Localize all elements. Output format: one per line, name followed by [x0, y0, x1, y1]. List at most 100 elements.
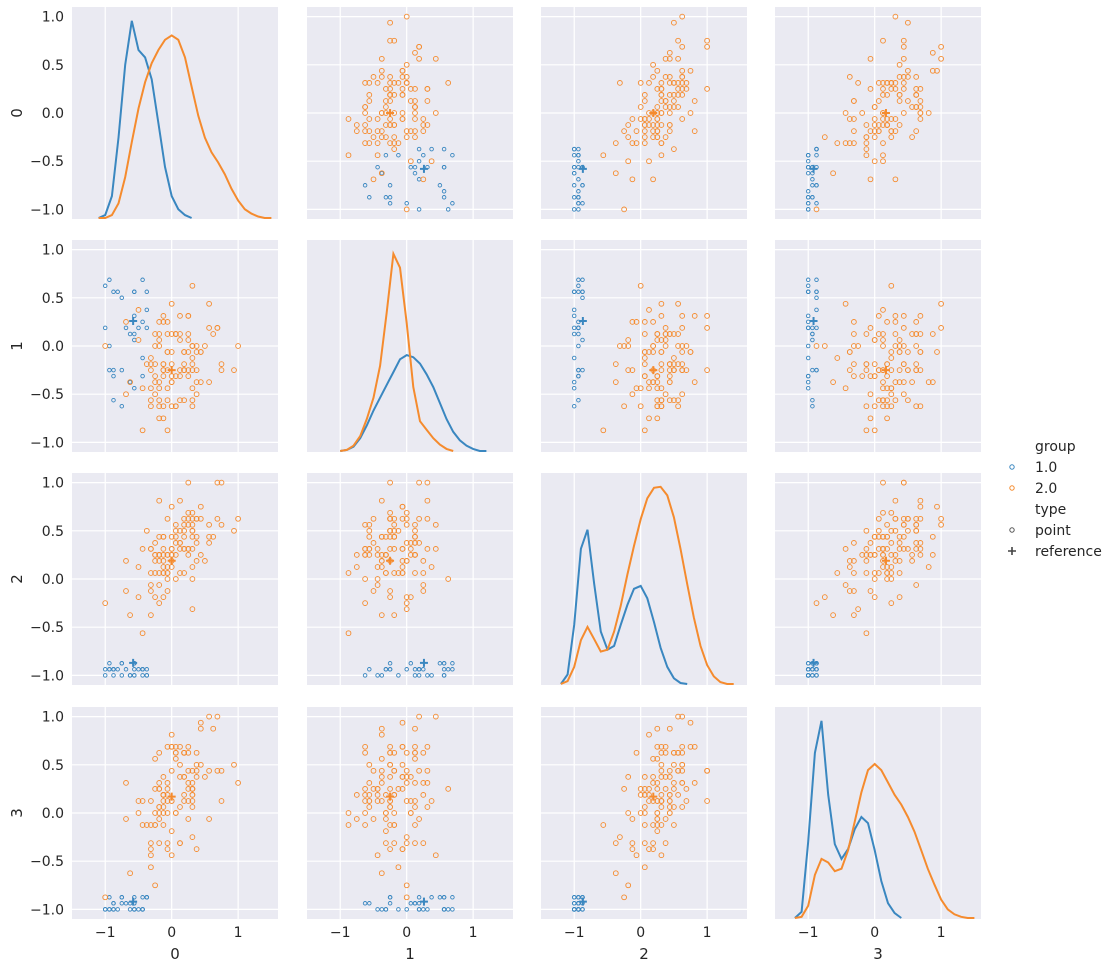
scatter-point — [391, 146, 398, 152]
scatter-point — [650, 846, 656, 852]
scatter-point — [846, 140, 853, 146]
scatter-point — [576, 901, 581, 906]
scatter-point — [366, 92, 373, 98]
scatter-point — [892, 176, 899, 183]
scatter-point — [830, 379, 836, 385]
scatter-point — [913, 361, 920, 367]
scatter-point — [391, 533, 398, 540]
reference-marker — [578, 316, 587, 325]
scatter-point — [139, 798, 146, 804]
scatter-point — [391, 822, 398, 828]
scatter-point — [892, 116, 899, 122]
scatter-point — [152, 755, 158, 762]
scatter-point — [855, 606, 861, 612]
scatter-point — [148, 367, 154, 373]
scatter-point — [370, 767, 377, 774]
scatter-point — [666, 331, 673, 337]
scatter-point — [143, 361, 150, 367]
panel-0-2 — [541, 7, 747, 219]
scatter-point — [658, 749, 665, 756]
scatter-point — [671, 786, 677, 792]
scatter-point — [403, 509, 410, 516]
scatter-point — [111, 367, 116, 373]
scatter-point — [888, 80, 895, 86]
scatter-point — [880, 337, 886, 343]
kde-curve-2-0 — [98, 34, 272, 219]
scatter-point — [662, 391, 669, 398]
scatter-point — [871, 594, 878, 600]
scatter-point — [102, 600, 109, 606]
scatter-point — [913, 546, 920, 552]
scatter-point — [210, 725, 217, 732]
scatter-point — [412, 780, 418, 786]
scatter-point — [641, 349, 648, 355]
scatter-point — [888, 282, 895, 289]
scatter-point — [571, 207, 577, 212]
scatter-point — [139, 546, 146, 552]
scatter-point — [813, 206, 820, 213]
scatter-point — [625, 810, 632, 816]
scatter-point — [420, 176, 427, 183]
scatter-point — [650, 122, 656, 128]
scatter-point — [621, 128, 627, 134]
scatter-point — [403, 74, 410, 80]
reference-marker — [386, 109, 395, 117]
scatter-point — [662, 749, 669, 756]
y-tick-label: 1.0 — [42, 10, 64, 26]
scatter-point — [399, 503, 406, 510]
panel-1-1 — [307, 240, 513, 452]
scatter-point — [387, 80, 393, 86]
scatter-point — [391, 570, 398, 576]
scatter-point — [654, 810, 661, 816]
scatter-point — [805, 373, 811, 379]
scatter-point — [571, 183, 577, 188]
panel-3-3 — [775, 707, 981, 919]
scatter-point — [571, 385, 577, 391]
scatter-point — [662, 134, 669, 140]
legend-entry-label: 2.0 — [1035, 481, 1057, 497]
scatter-point — [403, 521, 410, 528]
scatter-point — [888, 403, 895, 410]
scatter-point — [111, 901, 116, 906]
y-tick-label: 0.0 — [42, 572, 64, 588]
scatter-point — [884, 385, 890, 392]
scatter-point — [683, 80, 690, 86]
scatter-point — [671, 397, 677, 404]
scatter-point — [362, 792, 368, 798]
scatter-point — [353, 128, 360, 134]
scatter-point — [646, 731, 652, 738]
scatter-point — [140, 355, 145, 361]
scatter-point — [871, 373, 878, 379]
scatter-point — [185, 521, 192, 528]
scatter-point — [900, 515, 907, 522]
reference-marker — [419, 164, 428, 173]
scatter-point — [654, 743, 661, 750]
scatter-point — [353, 792, 360, 798]
scatter-point — [900, 343, 907, 349]
scatter-point — [404, 201, 409, 206]
scatter-point — [148, 361, 154, 367]
scatter-point — [156, 840, 163, 846]
scatter-point — [917, 540, 924, 546]
scatter-point — [189, 798, 196, 804]
scatter-point — [177, 497, 183, 504]
panel-3-0 — [72, 707, 278, 919]
scatter-point — [875, 533, 882, 540]
scatter-point — [164, 319, 171, 325]
scatter-point — [387, 786, 393, 792]
scatter-point — [867, 415, 874, 422]
scatter-point — [846, 367, 853, 373]
scatter-point — [193, 540, 200, 546]
scatter-point — [156, 331, 163, 337]
scatter-point — [917, 403, 924, 410]
scatter-point — [424, 497, 431, 504]
scatter-point — [123, 901, 129, 906]
scatter-point — [675, 749, 681, 756]
scatter-point — [810, 667, 815, 672]
scatter-point — [896, 379, 903, 385]
scatter-point — [625, 882, 632, 889]
scatter-point — [892, 552, 899, 558]
scatter-point — [445, 907, 451, 912]
scatter-point — [181, 546, 187, 552]
scatter-point — [687, 349, 694, 355]
